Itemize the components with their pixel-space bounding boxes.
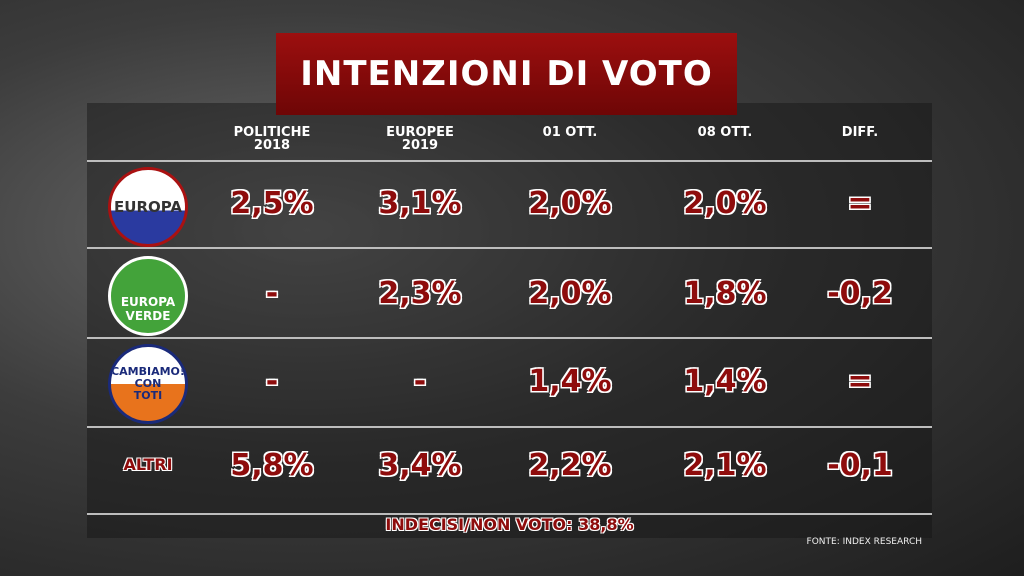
value-cell: 2,1% bbox=[683, 448, 767, 483]
value-cell: 3,1% bbox=[378, 186, 462, 221]
party-name: EUROPA VERDE bbox=[120, 295, 176, 323]
value-cell: 1,8% bbox=[683, 276, 767, 311]
party-name: EUROPA bbox=[114, 198, 182, 216]
column-header: POLITICHE 2018 bbox=[233, 125, 311, 153]
value-cell: 2,5% bbox=[230, 186, 314, 221]
row-divider bbox=[87, 426, 932, 428]
row-divider bbox=[87, 247, 932, 249]
title-box: INTENZIONI DI VOTO bbox=[276, 33, 737, 115]
value-cell: 2,0% bbox=[683, 186, 767, 221]
party-logo: EUROPA bbox=[108, 167, 188, 247]
undecided-note: INDECISI/NON VOTO: 38,8% bbox=[385, 515, 634, 534]
value-cell: - bbox=[265, 276, 279, 311]
value-cell: - bbox=[265, 364, 279, 399]
row-label: ALTRI bbox=[123, 455, 173, 474]
value-cell: 1,4% bbox=[683, 364, 767, 399]
row-divider bbox=[87, 160, 932, 162]
party-logo: CAMBIAMO! CON TOTI bbox=[108, 344, 188, 424]
party-logo: EUROPA VERDE bbox=[108, 256, 188, 336]
column-header: EUROPEE 2019 bbox=[386, 125, 454, 153]
value-cell: = bbox=[847, 186, 873, 221]
party-name: CAMBIAMO! CON TOTI bbox=[111, 365, 185, 402]
source: FONTE: INDEX RESEARCH bbox=[806, 537, 922, 547]
value-cell: 5,8% bbox=[230, 448, 314, 483]
column-header: DIFF. bbox=[841, 125, 879, 140]
value-cell: - bbox=[413, 364, 427, 399]
value-cell: 2,2% bbox=[528, 448, 612, 483]
row-divider bbox=[87, 513, 932, 515]
value-cell: 3,4% bbox=[378, 448, 462, 483]
title: INTENZIONI DI VOTO bbox=[300, 54, 713, 94]
value-cell: 2,3% bbox=[378, 276, 462, 311]
value-cell: -0,2 bbox=[827, 276, 893, 311]
column-header: 08 OTT. bbox=[697, 125, 753, 140]
value-cell: 2,0% bbox=[528, 276, 612, 311]
value-cell: = bbox=[847, 364, 873, 399]
value-cell: 2,0% bbox=[528, 186, 612, 221]
value-cell: -0,1 bbox=[827, 448, 893, 483]
value-cell: 1,4% bbox=[528, 364, 612, 399]
table-panel bbox=[87, 103, 932, 538]
column-header: 01 OTT. bbox=[542, 125, 598, 140]
row-divider bbox=[87, 337, 932, 339]
